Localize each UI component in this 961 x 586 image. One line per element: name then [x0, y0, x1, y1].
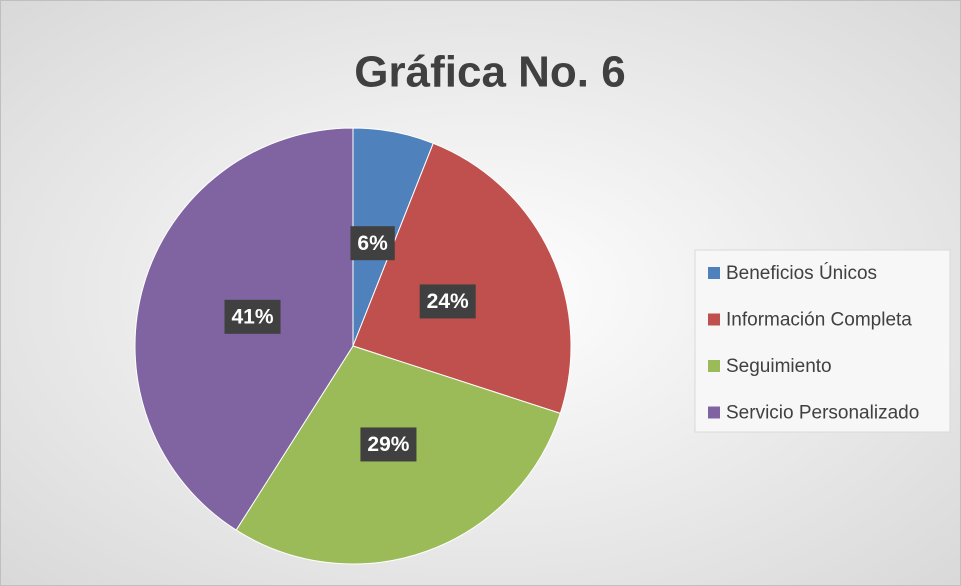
legend-swatch: [708, 313, 720, 326]
legend-label: Beneficios Únicos: [726, 262, 877, 284]
chart-title: Gráfica No. 6: [354, 48, 625, 97]
data-label: 6%: [357, 232, 388, 255]
legend-swatch: [708, 360, 720, 372]
pie-slice: [352, 142, 572, 414]
legend-label: Servicio Personalizado: [726, 403, 919, 424]
data-label: 29%: [367, 433, 409, 456]
data-label: 41%: [231, 305, 273, 328]
data-label-box: [350, 226, 395, 261]
legend-label: Información Completa: [726, 310, 912, 331]
data-label-box: [224, 299, 281, 334]
data-label: 24%: [427, 290, 469, 313]
legend-label: Seguimiento: [726, 356, 832, 377]
data-label-box: [360, 427, 417, 462]
legend-swatch: [708, 406, 720, 419]
legend-box: [694, 249, 951, 433]
data-label-box: [419, 284, 476, 319]
legend-swatch: [708, 267, 720, 279]
